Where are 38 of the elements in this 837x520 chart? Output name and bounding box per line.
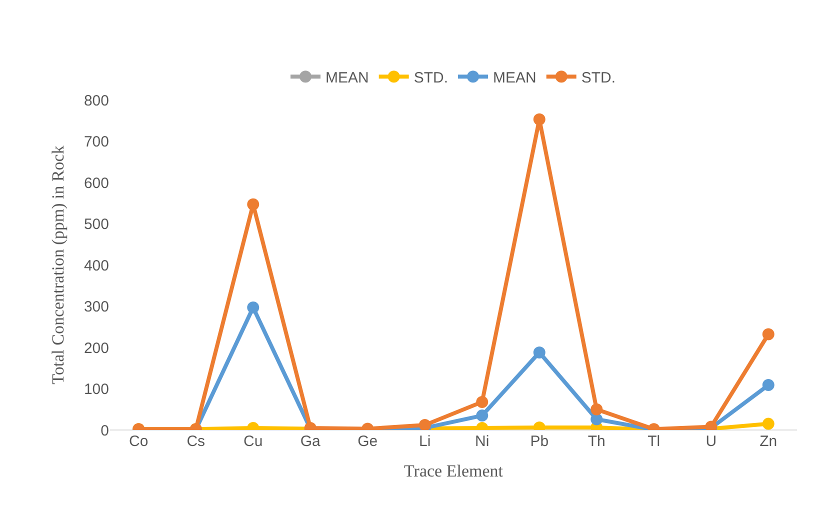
x-tick-label: Th — [588, 433, 606, 450]
y-tick-label: 100 — [84, 381, 109, 398]
x-tick-label: Ni — [475, 433, 490, 450]
point — [418, 419, 431, 430]
legend-label: STD. — [581, 70, 616, 86]
point — [590, 413, 603, 426]
point — [247, 301, 260, 314]
x-tick-label: Cs — [186, 433, 206, 450]
x-tick-label: Cu — [244, 433, 263, 450]
y-tick-label: 500 — [84, 216, 109, 233]
point — [533, 346, 546, 358]
point — [762, 328, 774, 340]
y-axis-title: Total Concentration (ppm) in Rock — [48, 145, 68, 384]
x-tick-label: Ge — [358, 433, 378, 450]
point — [762, 379, 774, 392]
point — [247, 198, 260, 210]
legend-label: MEAN — [493, 70, 536, 86]
point — [762, 418, 774, 430]
legend-label: MEAN — [326, 70, 369, 86]
x-tick-label: Pb — [530, 433, 549, 450]
y-tick-label: 600 — [84, 174, 109, 192]
y-tick-label: 300 — [84, 298, 109, 316]
x-tick-label: Ga — [300, 433, 322, 450]
y-tick-label: 800 — [84, 92, 109, 110]
legend-label: STD. — [414, 70, 448, 86]
x-tick-label: Li — [419, 433, 431, 450]
point — [590, 403, 603, 416]
x-tick-label: Co — [129, 433, 148, 450]
x-tick-label: U — [706, 433, 717, 450]
y-tick-label: 700 — [84, 134, 109, 150]
x-tick-label: Tl — [648, 433, 660, 450]
point — [476, 396, 488, 408]
y-tick-label: 0 — [100, 422, 109, 440]
x-tick-label: Zn — [760, 433, 778, 450]
y-tick-label: 200 — [84, 340, 109, 357]
y-tick-label: 400 — [84, 257, 109, 274]
x-axis-title: Trace Element — [404, 461, 504, 480]
point — [533, 113, 546, 126]
